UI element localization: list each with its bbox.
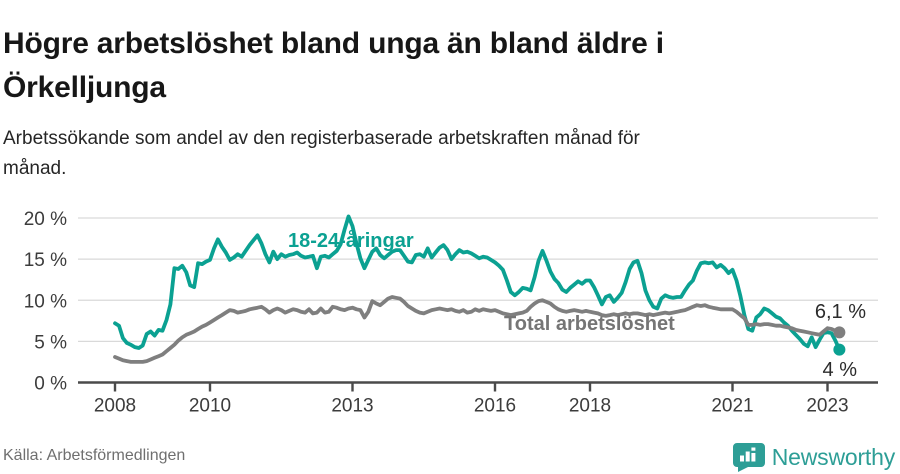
y-tick-label-5: 5 % [34, 332, 67, 353]
y-tick-label-0: 0 % [34, 374, 67, 395]
brand-logo: Newsworthy [732, 442, 895, 472]
end-value-label-young: 4 % [823, 359, 858, 381]
y-tick-label-10: 10 % [24, 291, 67, 312]
brand-logo-icon [732, 442, 765, 472]
y-tick-label-15: 15 % [24, 250, 67, 271]
x-tick-label-2018: 2018 [569, 396, 611, 417]
series-line-total [113, 295, 842, 364]
y-tick-label-20: 20 % [24, 209, 67, 230]
line-chart: 0 % 5 % 10 % 15 % 20 % 2008 2010 2013 2016 2018 20… [24, 209, 878, 417]
x-tick-label-2021: 2021 [711, 396, 753, 417]
series-line-young [113, 214, 842, 352]
x-tick-label-2023: 2023 [806, 396, 848, 417]
x-tick-label-2010: 2010 [189, 396, 231, 417]
end-dot-young [833, 343, 846, 356]
x-tick-label-2008: 2008 [94, 396, 136, 417]
page-title: Högre arbetslöshet bland unga än bland ä… [3, 27, 664, 105]
bar-chart-glyph [739, 447, 756, 461]
series-label-young: 18-24-åringar [288, 229, 414, 252]
x-tick-label-2016: 2016 [474, 396, 516, 417]
source-note: Källa: Arbetsförmedlingen [3, 447, 186, 464]
brand-name: Newsworthy [771, 443, 895, 470]
chart-subtitle: Arbetssökande som andel av den registerb… [3, 128, 640, 179]
series-label-total: Total arbetslöshet [504, 313, 675, 335]
x-tick-label-2013: 2013 [331, 396, 373, 417]
end-value-label-total: 6,1 % [815, 301, 866, 323]
line-chart-container: 0 % 5 % 10 % 15 % 20 % 2008 2010 2013 2016 2018 20… [0, 190, 900, 426]
end-dot-total [833, 326, 846, 339]
